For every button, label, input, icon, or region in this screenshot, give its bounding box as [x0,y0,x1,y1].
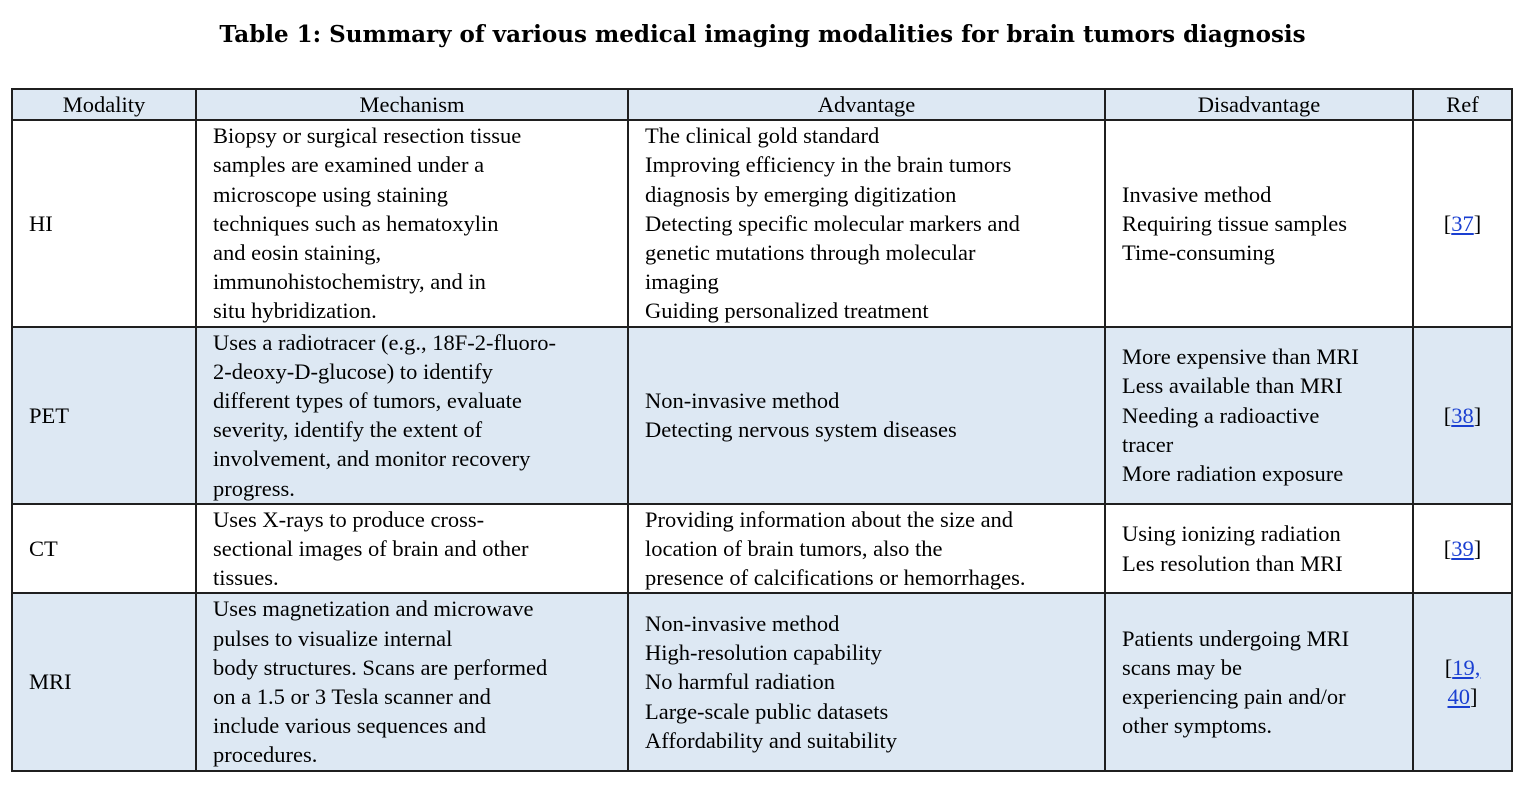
advantage-line: diagnosis by emerging digitization [645,181,957,207]
ref-bracket-open: [ [1443,402,1452,428]
disadvantage-line: More radiation exposure [1122,461,1344,487]
disadvantage-line: experiencing pain and/or [1122,684,1346,710]
ref-cell: [37] [1412,119,1513,328]
advantage-line: Affordability and suitability [645,727,898,753]
advantage-line: Detecting specific molecular markers and [645,210,1020,236]
mechanism-line: situ hybridization. [213,298,377,324]
advantage-line: Non-invasive method [645,611,840,637]
disadvantage-cell: Patients undergoing MRI scans may be exper… [1104,592,1414,772]
mechanism-line: microscope using staining [213,181,448,207]
table-row: PET Uses a radiotracer (e.g., 18F-2-fluor… [11,325,1513,505]
advantage-line: presence of calcifications or hemorrhage… [645,565,1026,591]
mechanism-line: Biopsy or surgical resection tissue [213,123,522,149]
ref-bracket-close: ] [1473,402,1482,428]
mechanism-line: samples are examined under a [213,152,485,178]
disadvantage-line: tracer [1122,431,1174,457]
header-ref: Ref [1412,87,1513,122]
mechanism-line: body structures. Scans are performed [213,654,548,680]
reference-link[interactable]: 37 [1451,210,1474,236]
ref-cell: [38] [1412,325,1513,505]
mechanism-cell: Uses X-rays to produce cross-sectional i… [195,502,629,595]
mechanism-line: sectional images of brain and other [213,536,529,562]
advantage-line: High-resolution capability [645,640,882,666]
mechanism-line: Uses X-rays to produce cross- [213,506,485,532]
imaging-modalities-table: Modality Mechanism Advantage Disadvantag… [11,87,1513,772]
mechanism-cell: Uses magnetization and microwave pulses t… [195,592,629,772]
advantage-line: Improving efficiency in the brain tumors [645,152,1012,178]
advantage-line: Providing information about the size and [645,506,1014,532]
advantage-line: The clinical gold standard [645,123,880,149]
mechanism-line: Uses magnetization and microwave [213,596,534,622]
advantage-line: location of brain tumors, also the [645,536,943,562]
reference-link[interactable]: 39 [1451,536,1474,562]
mechanism-line: tissues. [213,565,279,591]
disadvantage-line: Needing a radioactive [1122,402,1320,428]
mechanism-cell: Uses a radiotracer (e.g., 18F-2-fluoro- 2… [195,325,629,505]
disadvantage-line: other symptoms. [1122,713,1272,739]
header-modality: Modality [11,87,197,122]
ref-bracket-close: ] [1473,210,1482,236]
mechanism-line: progress. [213,475,295,501]
advantage-cell: Providing information about the size and… [627,502,1106,595]
advantage-line: imaging [645,269,719,295]
mechanism-line: 2-deoxy-D-glucose) to identify [213,358,493,384]
advantage-cell: The clinical gold standard Improving effi… [627,119,1106,328]
header-mechanism: Mechanism [195,87,629,122]
mechanism-line: on a 1.5 or 3 Tesla scanner and [213,684,491,710]
disadvantage-line: Using ionizing radiation [1122,521,1341,547]
modality-cell: PET [11,325,197,505]
mechanism-line: procedures. [213,742,318,768]
mechanism-cell: Biopsy or surgical resection tissue sampl… [195,119,629,328]
disadvantage-line: Less available than MRI [1122,373,1343,399]
modality-cell: HI [11,119,197,328]
mechanism-line: severity, identify the extent of [213,417,483,443]
header-advantage: Advantage [627,87,1106,122]
mechanism-line: immunohistochemistry, and in [213,269,486,295]
ref-bracket-close: ] [1473,536,1482,562]
reference-link[interactable]: 40 [1447,684,1471,710]
reference-link[interactable]: 19, [1452,654,1481,680]
advantage-cell: Non-invasive method Detecting nervous sys… [627,325,1106,505]
mechanism-line: different types of tumors, evaluate [213,388,522,414]
ref-bracket-open: [ [1443,210,1452,236]
table-title: Table 1: Summary of various medical imag… [219,21,1306,48]
advantage-line: genetic mutations through molecular [645,240,976,266]
ref-cell: [39] [1412,502,1513,595]
advantage-line: Detecting nervous system diseases [645,417,957,443]
disadvantage-line: Patients undergoing MRI [1122,625,1350,651]
mechanism-line: include various sequences and [213,713,487,739]
disadvantage-line: scans may be [1122,654,1242,680]
table-row: HI Biopsy or surgical resection tissue sam… [11,119,1513,328]
table-row: CT Uses X-rays to produce cross-sectional… [11,502,1513,595]
header-disadvantage: Disadvantage [1104,87,1414,122]
reference-link[interactable]: 38 [1451,402,1474,428]
disadvantage-cell: More expensive than MRI Less available th… [1104,325,1414,505]
disadvantage-line: Les resolution than MRI [1122,550,1343,576]
disadvantage-line: More expensive than MRI [1122,344,1359,370]
table-row: MRI Uses magnetization and microwave pulse… [11,592,1513,772]
header-row: Modality Mechanism Advantage Disadvantag… [11,87,1513,122]
mechanism-line: techniques such as hematoxylin [213,210,499,236]
disadvantage-line: Invasive method [1122,181,1272,207]
mechanism-line: involvement, and monitor recovery [213,446,531,472]
disadvantage-cell: Using ionizing radiation Les resolution t… [1104,502,1414,595]
ref-bracket-close: ] [1470,684,1478,710]
disadvantage-line: Requiring tissue samples [1122,210,1347,236]
ref-bracket-open: [ [1443,536,1452,562]
advantage-line: No harmful radiation [645,669,835,695]
mechanism-line: pulses to visualize internal [213,625,453,651]
advantage-cell: Non-invasive method High-resolution capab… [627,592,1106,772]
disadvantage-cell: Invasive method Requiring tissue samples T… [1104,119,1414,328]
mechanism-line: Uses a radiotracer (e.g., 18F-2-fluoro- [213,329,556,355]
mechanism-line: and eosin staining, [213,240,382,266]
ref-cell: [19, 40] [1412,592,1513,772]
advantage-line: Large-scale public datasets [645,698,889,724]
modality-cell: MRI [11,592,197,772]
ref-bracket-open: [ [1444,654,1453,680]
disadvantage-line: Time-consuming [1122,240,1275,266]
advantage-line: Non-invasive method [645,388,840,414]
modality-cell: CT [11,502,197,595]
advantage-line: Guiding personalized treatment [645,298,929,324]
